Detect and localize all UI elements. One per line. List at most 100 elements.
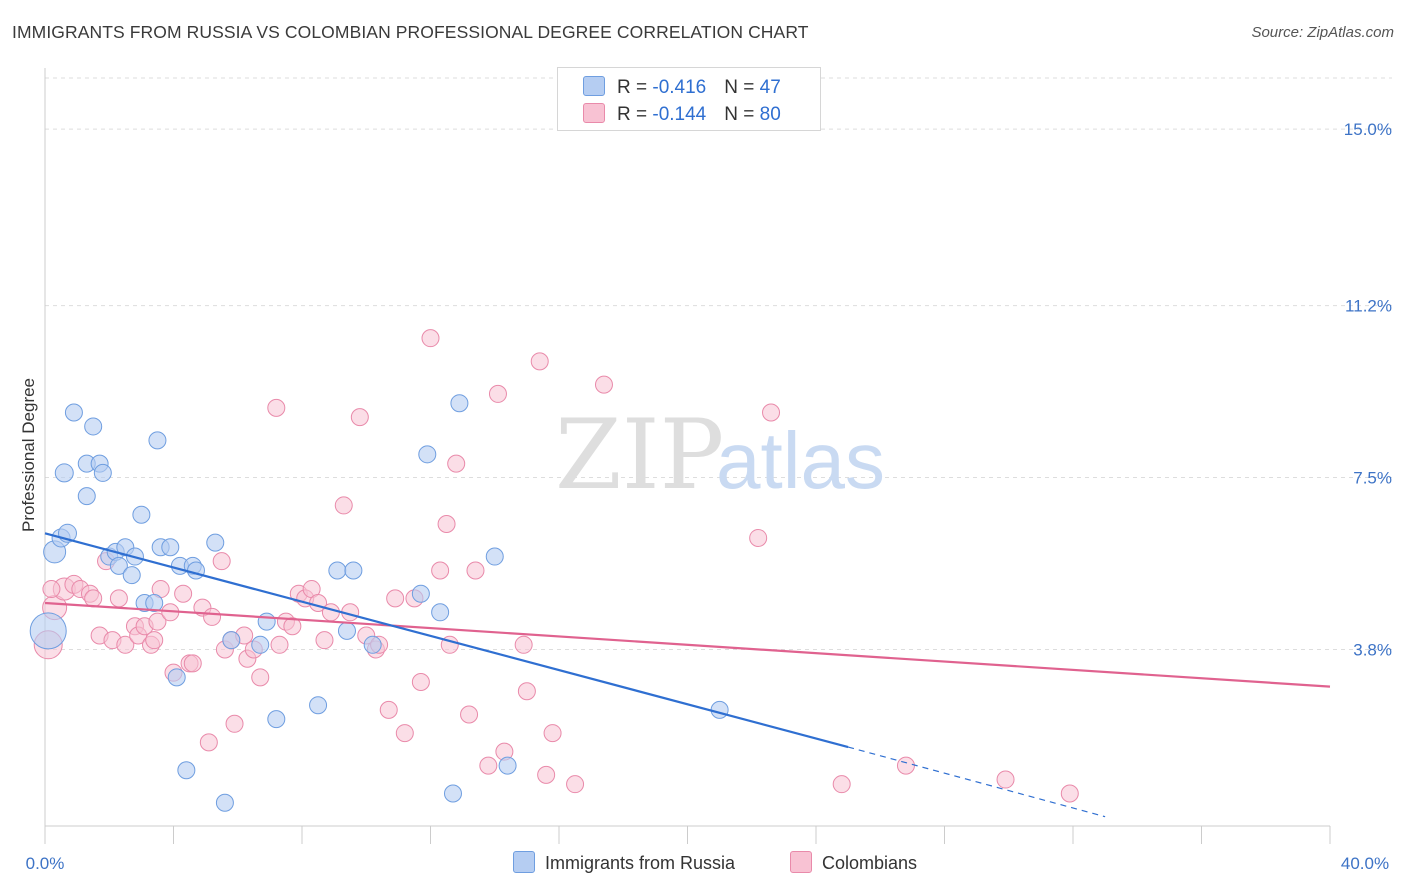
russia-point [450,394,469,413]
colombians-point [315,631,334,650]
russia-point [267,710,286,729]
colombians-point [488,384,507,403]
colombians-point [203,607,222,626]
russia-point [257,612,276,631]
russia-point [710,700,729,719]
y-tick-label: 3.8% [1353,640,1392,659]
russia-point [54,463,74,483]
axes [44,68,1331,844]
colombians-point [762,403,781,422]
russia-point [418,445,437,464]
colombians-point [543,724,562,743]
colombians-point [395,724,414,743]
y-axis-label: Professional Degree [19,378,38,532]
colombians-point [199,733,218,752]
x-tick-label: 40.0% [1341,854,1389,873]
russia-point [215,793,234,812]
colombians-point [116,635,135,654]
colombians-point [437,515,456,534]
watermark-atlas: atlas [716,416,885,505]
russia-point [148,431,167,450]
colombians-point [42,580,61,599]
source-label: Source: ZipAtlas.com [1251,24,1394,41]
colombians-point [594,375,613,394]
colombians-point [386,589,405,608]
russia-point [64,403,83,422]
colombians-point [431,561,450,580]
colombians-point [334,496,353,515]
russia-point [161,538,180,557]
russia-point [344,561,363,580]
russia-point [206,533,225,552]
series-legend: Immigrants from Russia Colombians [0,851,1406,877]
colombians-point [148,612,167,631]
russia-point [498,756,517,775]
legend-r-label: R = [617,104,653,125]
legend-n-label: N = [724,77,760,98]
correlation-legend: R = -0.416 N = 47 R = -0.144 N = 80 [557,67,821,131]
colombians-point [996,770,1015,789]
russia-trend-line [44,532,849,749]
russia-point [443,784,462,803]
russia-point [29,612,67,650]
series-label-russia: Immigrants from Russia [545,853,736,873]
trend-lines [44,532,1331,818]
y-tick-labels: 3.8% 7.5% 11.2% 15.0% [1344,120,1392,659]
watermark: ZIP atlas [555,399,885,511]
colombians-point [350,408,369,427]
colombians-point [109,589,128,608]
russia-point [186,561,205,580]
russia-point [93,463,112,482]
series-label-colombians: Colombians [822,853,918,873]
legend-swatch-pink [583,103,605,123]
colombians-point [421,329,440,348]
legend-row-russia: R = -0.416 N = 47 [583,76,781,100]
legend-swatch-blue [583,76,605,96]
colombians-point [460,705,479,724]
grid-lines [45,77,1392,650]
legend-n-value: 47 [759,77,781,98]
colombians-point [1060,784,1079,803]
y-tick-label: 11.2% [1345,297,1392,316]
russia-point [145,593,164,612]
colombians-point [514,635,533,654]
colombians-point [896,756,915,775]
legend-n-value: 80 [759,104,781,125]
colombians-point [517,682,536,701]
legend-row-colombians: R = -0.144 N = 80 [583,103,781,127]
legend-r-label: R = [617,77,653,98]
russia-point [132,505,151,524]
y-tick-label: 15.0% [1344,120,1392,139]
colombians-trend-line [44,601,1331,688]
russia-trend-extension [847,746,1106,818]
series-legend-russia[interactable]: Immigrants from Russia [513,851,735,874]
colombians-point [530,352,549,371]
russia-point [84,417,103,436]
y-tick-label: 7.5% [1353,469,1392,488]
colombians-point [566,775,585,794]
colombians-point [183,654,202,673]
colombians-point [832,775,851,794]
russia-point [167,668,186,687]
colombians-point [379,700,398,719]
russia-point [251,635,270,654]
russia-point [337,621,356,640]
russia-point [411,584,430,603]
watermark-zip: ZIP [555,399,724,511]
colombians-point [537,765,556,784]
legend-r-value: -0.144 [652,104,707,125]
colombians-point [225,714,244,733]
russia-point [177,761,196,780]
colombians-points [33,329,1079,803]
x-tick-labels: 0.0% 40.0% [26,854,1389,873]
legend-n-label: N = [724,104,760,125]
russia-points [29,394,729,812]
russia-point [363,635,382,654]
colombians-point [749,528,768,547]
series-legend-colombians[interactable]: Colombians [790,851,917,874]
legend-r-value: -0.416 [652,77,707,98]
colombians-point [411,672,430,691]
russia-point [122,566,141,585]
russia-point [222,631,241,650]
